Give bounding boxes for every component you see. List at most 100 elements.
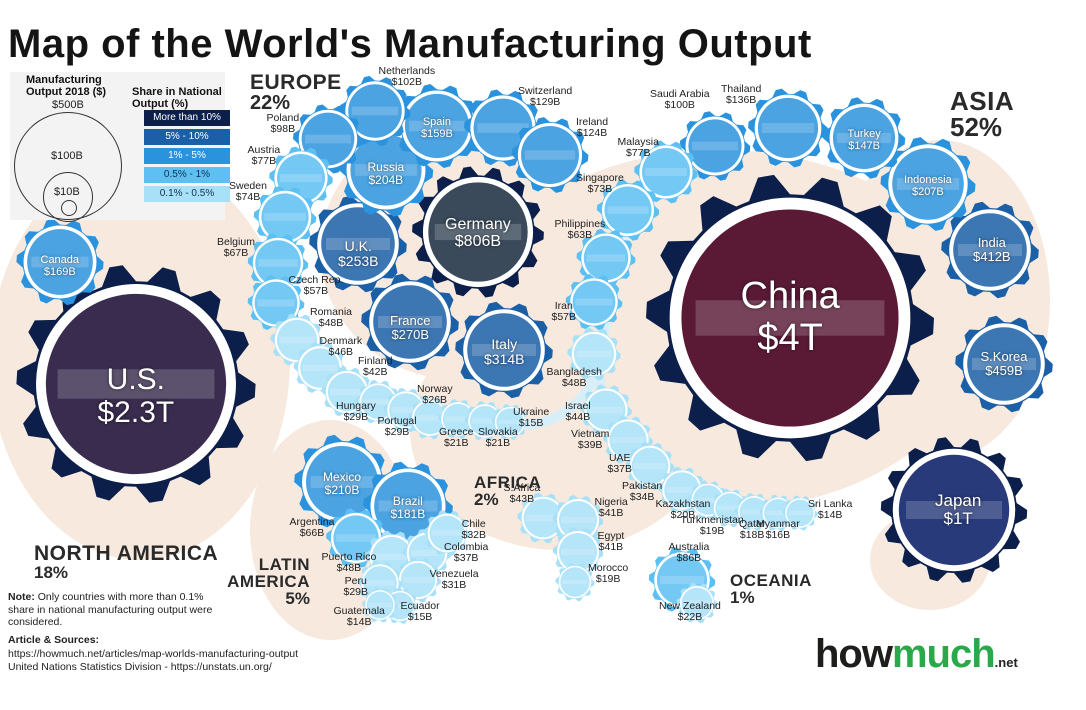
- region-pct: 52%: [950, 112, 1003, 142]
- country-value: $21B: [443, 437, 469, 449]
- bubble-germany: [412, 166, 544, 298]
- country-label: Thailand $136B: [721, 84, 761, 106]
- share-legend-item: 5% - 10%: [144, 129, 230, 145]
- country-label: Egypt $41B: [598, 531, 625, 553]
- country-name: UAE: [608, 452, 631, 464]
- country-label: France $270B: [390, 313, 430, 343]
- country-name: Indonesia: [904, 174, 952, 186]
- share-legend-item: 0.5% - 1%: [144, 167, 230, 183]
- country-name: Belgium: [217, 236, 255, 248]
- country-name: Sweden: [229, 180, 267, 192]
- bubble-france: [361, 273, 459, 371]
- country-value: $210B: [324, 483, 360, 498]
- country-name: Puerto Rico: [321, 551, 377, 563]
- country-label: Germany $806B: [445, 216, 511, 251]
- country-name: Norway: [417, 383, 453, 395]
- country-name: Malaysia: [617, 136, 659, 148]
- footnote: Note: Only countries with more than 0.1%…: [8, 591, 230, 629]
- country-value: $66B: [299, 527, 325, 539]
- region-europe: EUROPE 22%: [250, 72, 342, 113]
- country-value: $270B: [391, 326, 430, 342]
- country-label: Argentina $66B: [290, 517, 335, 539]
- bubble-china: [646, 174, 934, 462]
- legend: Manufacturing Output 2018 ($) $500B $100…: [10, 72, 230, 222]
- country-value: $20B: [670, 509, 696, 521]
- region-pct: 2%: [474, 490, 499, 509]
- bubble-iran: [565, 274, 623, 330]
- country-value: $43B: [509, 493, 535, 505]
- country-label: Sweden $74B: [229, 181, 267, 203]
- country-value: $48B: [318, 317, 344, 329]
- country-name: Pakistan: [622, 480, 663, 492]
- country-label: China $4T: [741, 275, 840, 360]
- country-label: Czech Rep. $57B: [289, 275, 344, 297]
- country-name: Denmark: [319, 335, 363, 347]
- country-name: Switzerland: [518, 85, 573, 97]
- country-label: Kazakhstan $20B: [656, 499, 711, 521]
- share-legend-item: More than 10%: [144, 110, 230, 126]
- country-name: Slovakia: [478, 426, 518, 438]
- country-value: $15B: [407, 611, 433, 623]
- country-value: $31B: [441, 579, 467, 591]
- country-label: Malaysia $77B: [618, 137, 659, 159]
- country-value: $41B: [598, 541, 624, 553]
- country-name: Chile: [461, 518, 486, 530]
- country-value: $181B: [390, 507, 426, 522]
- bubble-italy: [455, 301, 553, 399]
- country-name: Saudi Arabia: [650, 88, 710, 100]
- bubble-morocco: [555, 562, 595, 602]
- bubble-ukraine: [491, 404, 529, 440]
- country-value: $2.3T: [97, 396, 175, 429]
- bubble-thailand: [748, 88, 828, 168]
- bubble-guatemala: [362, 587, 398, 623]
- country-label: Philippines $63B: [555, 219, 606, 241]
- country-label: Vietnam $39B: [571, 429, 609, 451]
- region-name: ASIA: [950, 86, 1015, 116]
- bubble-mexico: [294, 434, 390, 530]
- country-value: $44B: [565, 411, 591, 423]
- size-legend-label: $500B: [52, 99, 84, 111]
- country-label: U.K. $253B: [338, 238, 378, 270]
- size-legend-label: $100B: [51, 150, 83, 162]
- country-name: Romania: [310, 306, 353, 318]
- country-label: Turkmenistan $19B: [681, 515, 744, 537]
- country-value: $21B: [485, 437, 511, 449]
- country-label: Norway $26B: [417, 384, 453, 406]
- page-title: Map of the World's Manufacturing Output: [8, 22, 812, 66]
- country-label: Turkey $147B: [848, 128, 881, 152]
- bubble-ireland: [511, 117, 589, 193]
- size-legend-title: Manufacturing Output 2018 ($): [26, 74, 107, 98]
- country-name: Germany: [445, 215, 511, 233]
- region-pct: 18%: [34, 563, 69, 582]
- region-name: NORTH AMERICA: [34, 542, 219, 565]
- country-value: $136B: [725, 94, 757, 106]
- bubble-singapore: [596, 179, 660, 241]
- bubble-s-korea: [955, 315, 1053, 413]
- country-label: Netherlands $102B: [379, 66, 436, 88]
- country-label: Poland $98B: [267, 113, 300, 135]
- sources-heading: Article & Sources:: [8, 634, 100, 646]
- country-label: Iran $57B: [552, 301, 577, 323]
- country-name: Myanmar: [756, 518, 800, 530]
- country-name: Poland: [266, 112, 300, 124]
- country-name: Turkmenistan: [680, 514, 744, 526]
- country-label: Guatemala $14B: [334, 606, 385, 628]
- bubble-uae: [625, 442, 675, 490]
- country-name: Morocco: [588, 562, 629, 574]
- size-legend-circle-10: [61, 200, 77, 216]
- bubble-s-africa: [517, 492, 569, 544]
- country-value: $159B: [421, 128, 453, 141]
- country-value: $207B: [911, 186, 944, 199]
- country-label: Brazil $181B: [390, 494, 426, 522]
- country-value: $29B: [343, 586, 369, 598]
- country-name: Qatar: [739, 518, 766, 530]
- country-name: Nigeria: [594, 496, 628, 508]
- country-name: Italy: [491, 335, 518, 352]
- country-label: Canada $169B: [41, 254, 80, 278]
- size-legend-label: $10B: [54, 186, 80, 198]
- country-name: Singapore: [576, 172, 624, 184]
- country-value: $19B: [595, 573, 621, 585]
- bubble-sri-lanka: [782, 495, 818, 531]
- country-name: Kazakhstan: [655, 498, 711, 510]
- country-label: Austria $77B: [248, 145, 281, 167]
